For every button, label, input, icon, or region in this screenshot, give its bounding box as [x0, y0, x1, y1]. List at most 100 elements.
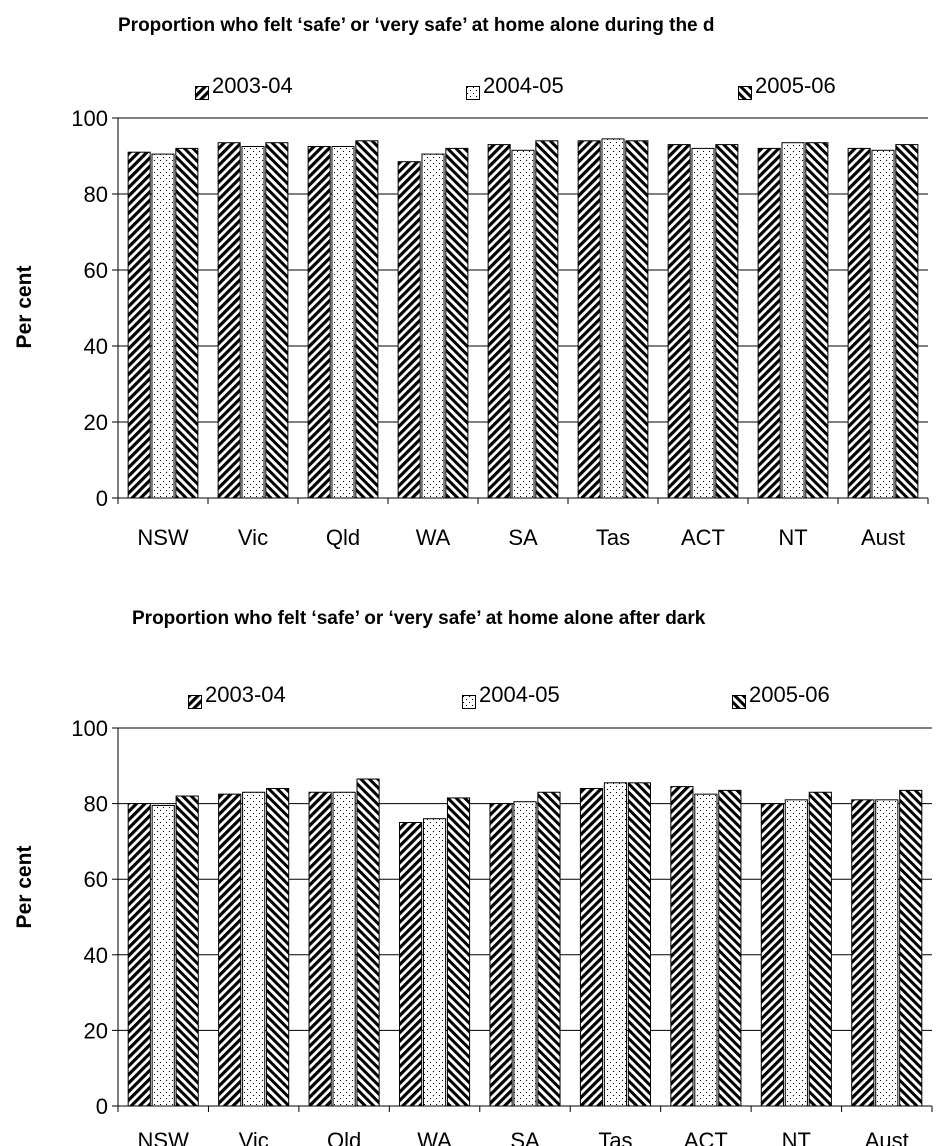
y-tick-label: 80: [84, 182, 108, 207]
bar-vic-2004-05: [241, 146, 265, 499]
bar-sa-2003-04: [487, 144, 511, 499]
bar-act-2003-04: [670, 786, 694, 1107]
bar-tas-2004-05: [603, 782, 628, 1107]
chart-daytime: Proportion who felt ‘safe’ or ‘very safe…: [0, 0, 941, 560]
bar-sa-2005-06: [537, 791, 561, 1107]
y-tick-label: 40: [84, 334, 108, 359]
bar-nsw-2004-05: [151, 153, 175, 499]
y-tick-label: 0: [96, 1094, 108, 1119]
x-tick-label-vic: Vic: [239, 1128, 269, 1146]
legend-label-series-1: 2003-04: [205, 682, 286, 707]
y-tick-label: 80: [84, 792, 108, 817]
bar-tas-2005-06: [627, 782, 651, 1107]
bar-wa-2005-06: [445, 147, 469, 499]
bar-qld-2004-05: [332, 791, 356, 1107]
x-tick-label-act: ACT: [681, 525, 725, 550]
legend-item-series-3: 2005-06: [738, 73, 836, 100]
bar-vic-2005-06: [265, 142, 289, 499]
legend-swatch-series-3: [738, 80, 752, 100]
chart-title: Proportion who felt ‘safe’ or ‘very safe…: [132, 608, 706, 629]
x-tick-label-aust: Aust: [865, 1128, 909, 1146]
x-tick-label-act: ACT: [684, 1128, 728, 1146]
bar-tas-2004-05: [601, 138, 625, 499]
bar-act-2003-04: [667, 144, 691, 499]
bar-sa-2004-05: [513, 801, 537, 1107]
bar-sa-2003-04: [489, 803, 513, 1107]
legend-label-series-2: 2004-05: [479, 682, 560, 707]
bar-qld-2004-05: [331, 146, 355, 499]
bar-nsw-2005-06: [175, 147, 199, 499]
y-tick-label: 100: [71, 716, 108, 741]
bar-vic-2004-05: [242, 791, 266, 1107]
bar-qld-2003-04: [308, 791, 332, 1107]
bar-aust-2005-06: [895, 144, 919, 499]
y-tick-label: 60: [84, 867, 108, 892]
x-tick-label-tas: Tas: [598, 1128, 632, 1146]
bar-act-2005-06: [718, 789, 742, 1107]
legend-swatch-series-1: [188, 689, 202, 709]
bar-nt-2003-04: [757, 147, 781, 499]
chart-title: Proportion who felt ‘safe’ or ‘very safe…: [118, 15, 715, 36]
legend-swatch-series-3: [732, 689, 746, 709]
bar-nt-2004-05: [781, 142, 805, 499]
bar-tas-2005-06: [625, 140, 649, 499]
y-tick-label: 20: [84, 1018, 108, 1043]
x-tick-label-qld: Qld: [327, 1128, 361, 1146]
bar-aust-2003-04: [847, 147, 871, 499]
bar-nt-2003-04: [760, 803, 784, 1107]
bar-nsw-2004-05: [151, 804, 175, 1107]
bar-act-2004-05: [694, 793, 718, 1107]
x-tick-label-qld: Qld: [326, 525, 360, 550]
bar-aust-2005-06: [899, 789, 923, 1107]
plot-area: 0 20 40 60 80 100 NSW Vic Qld WA SA Tas ACT NT Aust: [71, 716, 933, 1146]
bar-act-2005-06: [715, 144, 739, 499]
legend-swatch-series-2: [466, 80, 480, 100]
x-tick-label-sa: SA: [510, 1128, 540, 1146]
y-tick-label: 40: [84, 943, 108, 968]
bar-wa-2003-04: [399, 822, 423, 1107]
legend-item-series-3: 2005-06: [732, 682, 830, 709]
chart-after-dark: Proportion who felt ‘safe’ or ‘very safe…: [0, 590, 941, 1146]
x-tick-label-tas: Tas: [596, 525, 630, 550]
plot-area: 0 20 40 60 80 100 NSW Vic Qld WA SA Tas ACT NT Aust: [71, 106, 929, 550]
legend-item-series-1: 2003-04: [195, 73, 293, 100]
bar-qld-2003-04: [307, 146, 331, 499]
bar-nt-2005-06: [808, 791, 832, 1107]
bar-nt-2004-05: [784, 799, 808, 1107]
legend-label-series-3: 2005-06: [749, 682, 830, 707]
y-tick-label: 100: [71, 106, 108, 131]
bar-tas-2003-04: [577, 140, 601, 499]
legend-label-series-2: 2004-05: [483, 73, 564, 98]
x-tick-label-nt: NT: [778, 525, 807, 550]
x-tick-label-aust: Aust: [861, 525, 905, 550]
x-tick-label-nt: NT: [782, 1128, 811, 1146]
bar-nsw-2003-04: [127, 151, 151, 499]
bar-act-2004-05: [691, 147, 715, 499]
y-tick-label: 0: [96, 486, 108, 511]
legend-swatch-series-2: [462, 689, 476, 709]
y-tick-label: 60: [84, 258, 108, 283]
bar-aust-2004-05: [875, 799, 899, 1107]
x-tick-label-vic: Vic: [238, 525, 268, 550]
x-tick-label-nsw: NSW: [138, 1128, 190, 1146]
bar-nsw-2003-04: [127, 803, 151, 1107]
y-tick-label: 20: [84, 410, 108, 435]
x-tick-label-wa: WA: [417, 1128, 452, 1146]
legend-item-series-2: 2004-05: [466, 73, 564, 100]
bar-nt-2005-06: [805, 142, 829, 499]
bar-sa-2005-06: [535, 140, 559, 499]
bar-aust-2003-04: [851, 799, 875, 1107]
legend-label-series-3: 2005-06: [755, 73, 836, 98]
bar-wa-2005-06: [446, 797, 471, 1107]
legend-label-series-1: 2003-04: [212, 73, 293, 98]
legend-item-series-1: 2003-04: [188, 682, 286, 709]
x-tick-label-wa: WA: [416, 525, 451, 550]
bar-qld-2005-06: [356, 778, 380, 1107]
x-tick-label-nsw: NSW: [137, 525, 189, 550]
bar-vic-2005-06: [266, 787, 290, 1107]
bar-tas-2003-04: [579, 787, 604, 1107]
bar-nsw-2005-06: [175, 795, 199, 1107]
bar-wa-2004-05: [422, 818, 447, 1107]
x-tick-label-sa: SA: [508, 525, 538, 550]
bar-vic-2003-04: [217, 142, 241, 499]
